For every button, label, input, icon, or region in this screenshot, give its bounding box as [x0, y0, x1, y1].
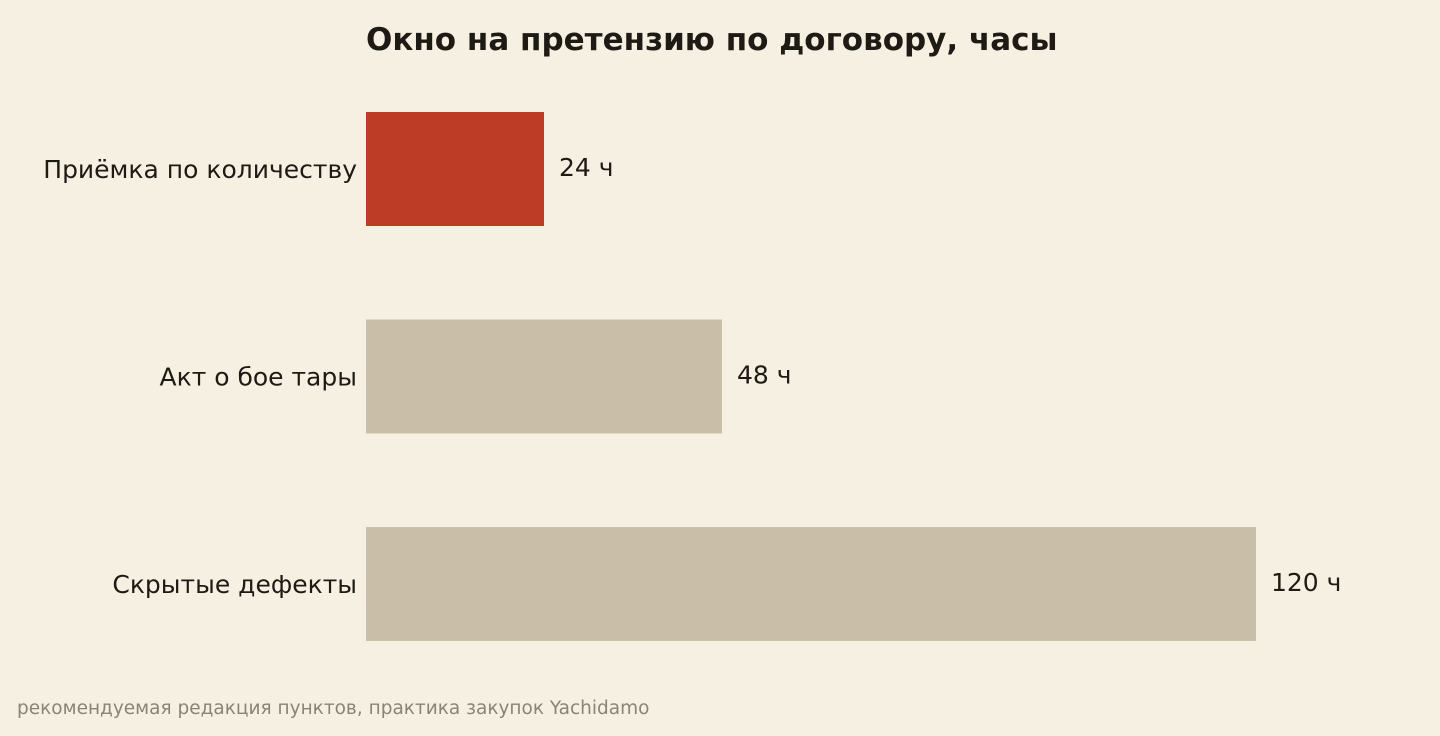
bars-group: Приёмка по количеству 24 ч Акт о бое тары 4… — [43, 112, 1341, 641]
bar-0 — [366, 112, 544, 226]
source-note: рекомендуемая редакция пунктов, практика… — [17, 698, 649, 719]
bar-1 — [366, 319, 722, 434]
category-label-1: Акт о бое тары — [160, 363, 358, 392]
bar-2 — [366, 527, 1256, 641]
value-label-1: 48 ч — [737, 361, 792, 390]
value-label-0: 24 ч — [559, 153, 614, 182]
value-label-2: 120 ч — [1271, 568, 1341, 597]
category-label-0: Приёмка по количеству — [43, 155, 357, 184]
category-label-2: Скрытые дефекты — [112, 570, 357, 599]
chart-title: Окно на претензию по договору, часы — [366, 22, 1058, 58]
